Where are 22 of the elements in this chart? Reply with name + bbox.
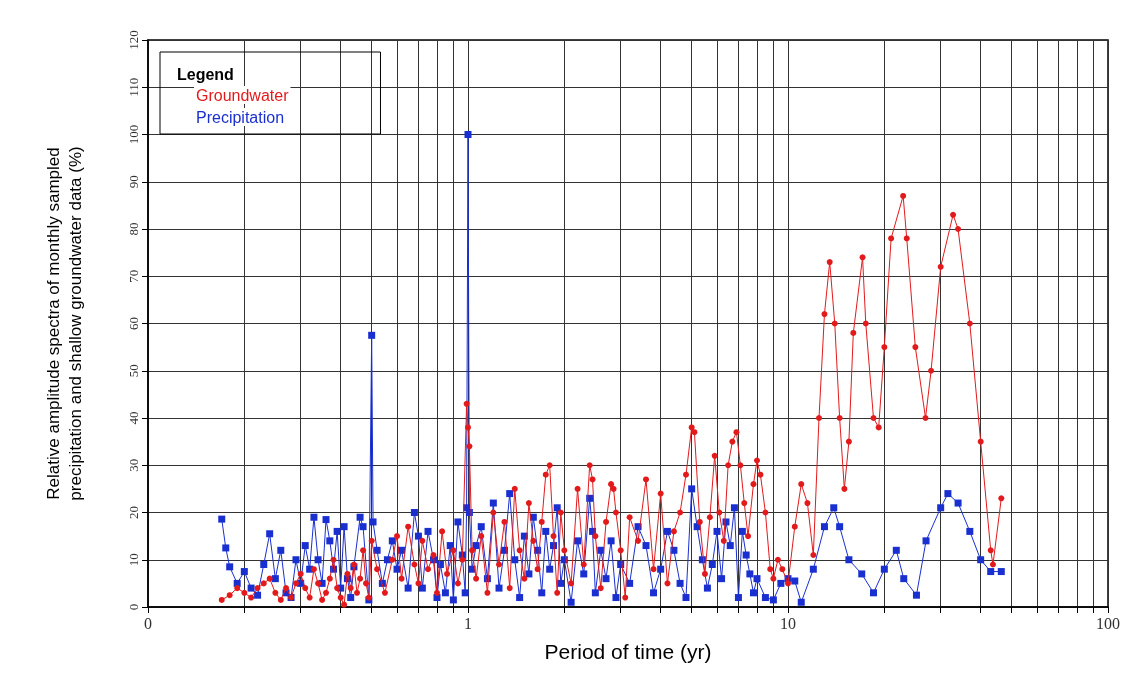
y-tick-label: 90 bbox=[126, 175, 141, 189]
x-tick-label: 0 bbox=[144, 614, 152, 632]
x-tick-label: 1 bbox=[464, 614, 472, 632]
y-tick-label: 10 bbox=[126, 553, 141, 567]
x-tick-label: 10 bbox=[780, 614, 796, 632]
y-tick-label: 60 bbox=[126, 317, 141, 330]
x-tick-label: 100 bbox=[1096, 614, 1120, 632]
text: Precipitation bbox=[196, 108, 285, 126]
y-tick-label: 80 bbox=[126, 222, 141, 236]
text: Groundwater bbox=[196, 86, 290, 104]
y-axis-title: Relative amplitude spectra of monthly sampled precipitation and shallow groundwater data (%) bbox=[43, 146, 85, 501]
y-tick-label: 50 bbox=[126, 364, 141, 378]
y-tick-label: 20 bbox=[126, 506, 141, 519]
y-tick-label: 40 bbox=[126, 411, 141, 425]
y-tick-label: 30 bbox=[126, 458, 141, 472]
y-tick-label: 70 bbox=[126, 269, 141, 283]
y-tick-label: 100 bbox=[126, 124, 141, 145]
x-axis-title: Period of time (yr) bbox=[544, 640, 712, 663]
y-tick-label: 0 bbox=[126, 603, 141, 611]
y-tick-label: 110 bbox=[126, 77, 141, 97]
legend-title: Legend bbox=[177, 65, 234, 83]
y-tick-label: 120 bbox=[126, 30, 141, 50]
